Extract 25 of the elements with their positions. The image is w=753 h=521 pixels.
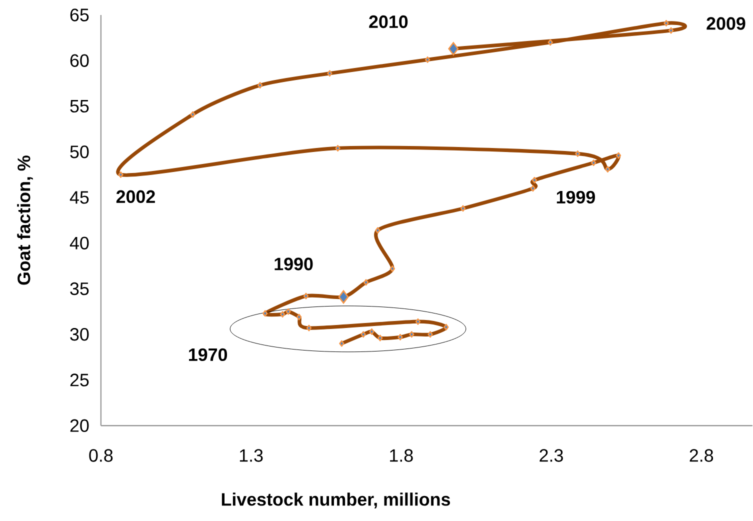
annotation: 2002 — [116, 190, 155, 204]
x-tick-label: 1.3 — [240, 449, 263, 462]
annotation: 2009 — [706, 17, 746, 30]
x-axis-title: Livestock number, millions — [222, 492, 450, 509]
x-tick-label: 2.3 — [540, 449, 563, 462]
y-tick-label: 50 — [70, 146, 89, 158]
annotation: 1990 — [274, 258, 313, 271]
y-tick-label: 55 — [70, 100, 89, 113]
x-tick-label: 1.8 — [390, 449, 413, 462]
annotation: 2010 — [369, 16, 408, 28]
y-tick-label: 60 — [70, 54, 89, 68]
y-tick-label: 20 — [70, 420, 89, 432]
point — [338, 290, 349, 304]
point — [448, 42, 459, 56]
annotation: 1970 — [189, 348, 228, 362]
annotation: 1999 — [556, 191, 595, 204]
y-tick-label: 40 — [70, 236, 89, 250]
y-tick-label: 25 — [70, 374, 89, 387]
y-axis-title: Goat faction, % — [17, 156, 33, 285]
y-tick-label: 65 — [70, 8, 89, 22]
x-tick-label: 2.8 — [690, 449, 714, 462]
y-tick-label: 35 — [70, 282, 89, 296]
y-tick-label: 45 — [70, 191, 89, 204]
x-tick-label: 0.8 — [89, 449, 113, 462]
y-tick-label: 30 — [70, 328, 89, 341]
